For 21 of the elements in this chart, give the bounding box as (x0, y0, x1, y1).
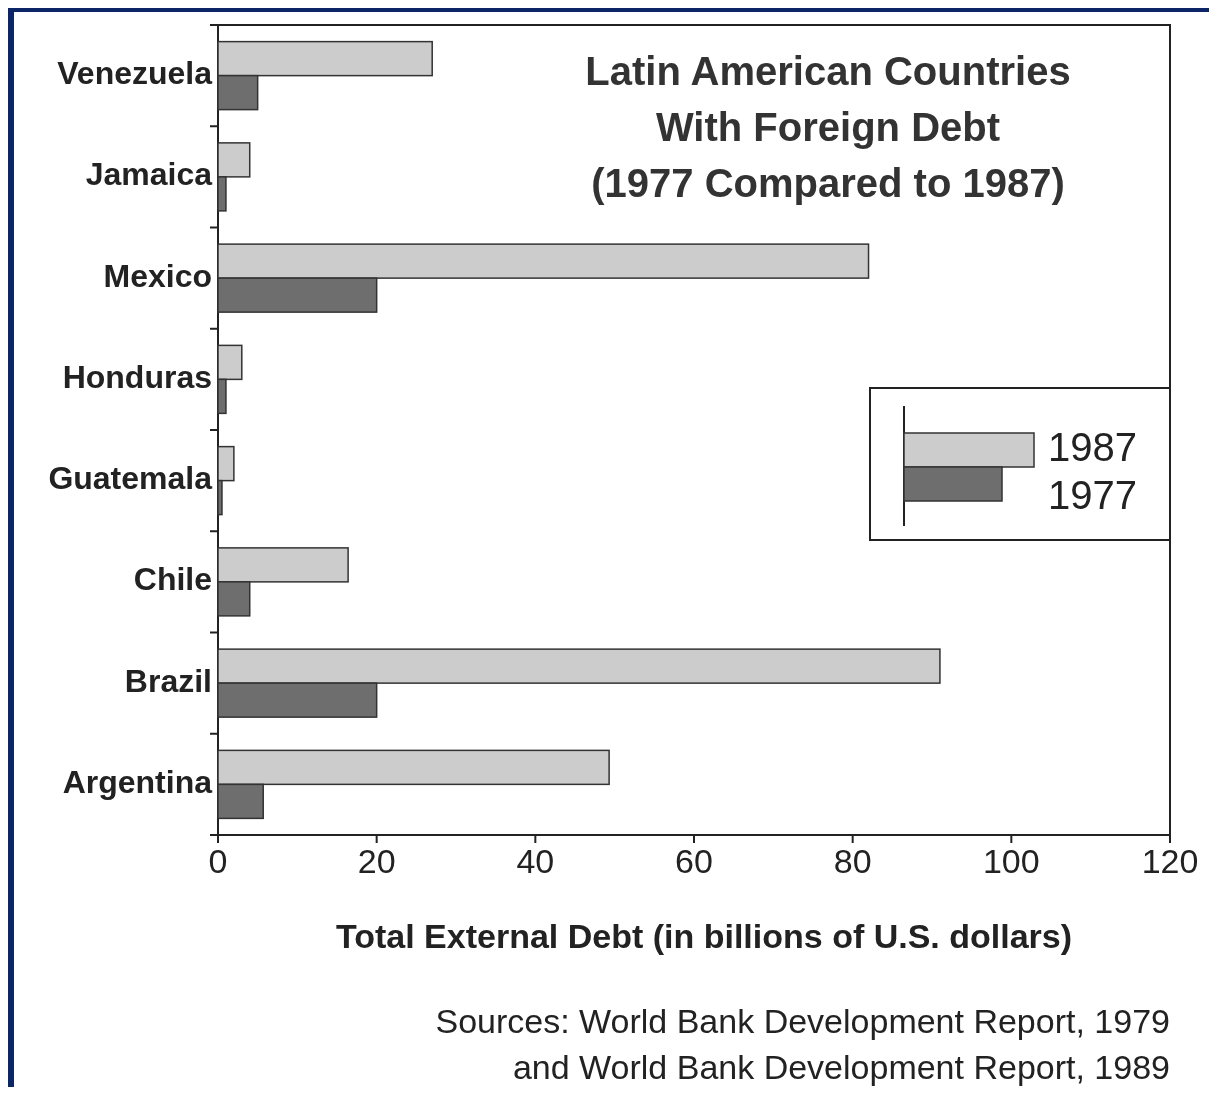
x-tick-label: 100 (982, 842, 1040, 880)
x-tick-label: 20 (357, 842, 396, 880)
y-tick-label: Guatemala (48, 460, 213, 497)
y-tick-label: Jamaica (85, 156, 213, 193)
y-tick-label: Honduras (62, 358, 212, 395)
text: Latin American Countries With Foreign Debt (1977 Compared to 1987) (585, 49, 1071, 205)
source-note: Sources: World Bank Development Report, 1979 (435, 1002, 1170, 1040)
x-tick-label: 0 (208, 842, 228, 880)
x-tick-label: 40 (516, 842, 555, 880)
x-tick-label: 60 (675, 842, 713, 880)
x-tick-label: 120 (1141, 842, 1199, 880)
y-tick-label: Mexico (103, 257, 212, 294)
x-axis-title: Total External Debt (in billions of U.S. dollars) (335, 917, 1073, 955)
x-tick-label: 80 (833, 842, 872, 880)
text: and World Bank Development Report, 1989 (512, 1048, 1170, 1086)
y-tick-label: Brazil (124, 662, 212, 699)
y-tick-label: Venezuela (57, 55, 213, 92)
y-tick-label: Chile (133, 561, 212, 598)
legend-label: 1977 (1048, 472, 1137, 517)
legend-label: 1987 (1048, 424, 1137, 469)
y-tick-label: Argentina (62, 763, 213, 800)
